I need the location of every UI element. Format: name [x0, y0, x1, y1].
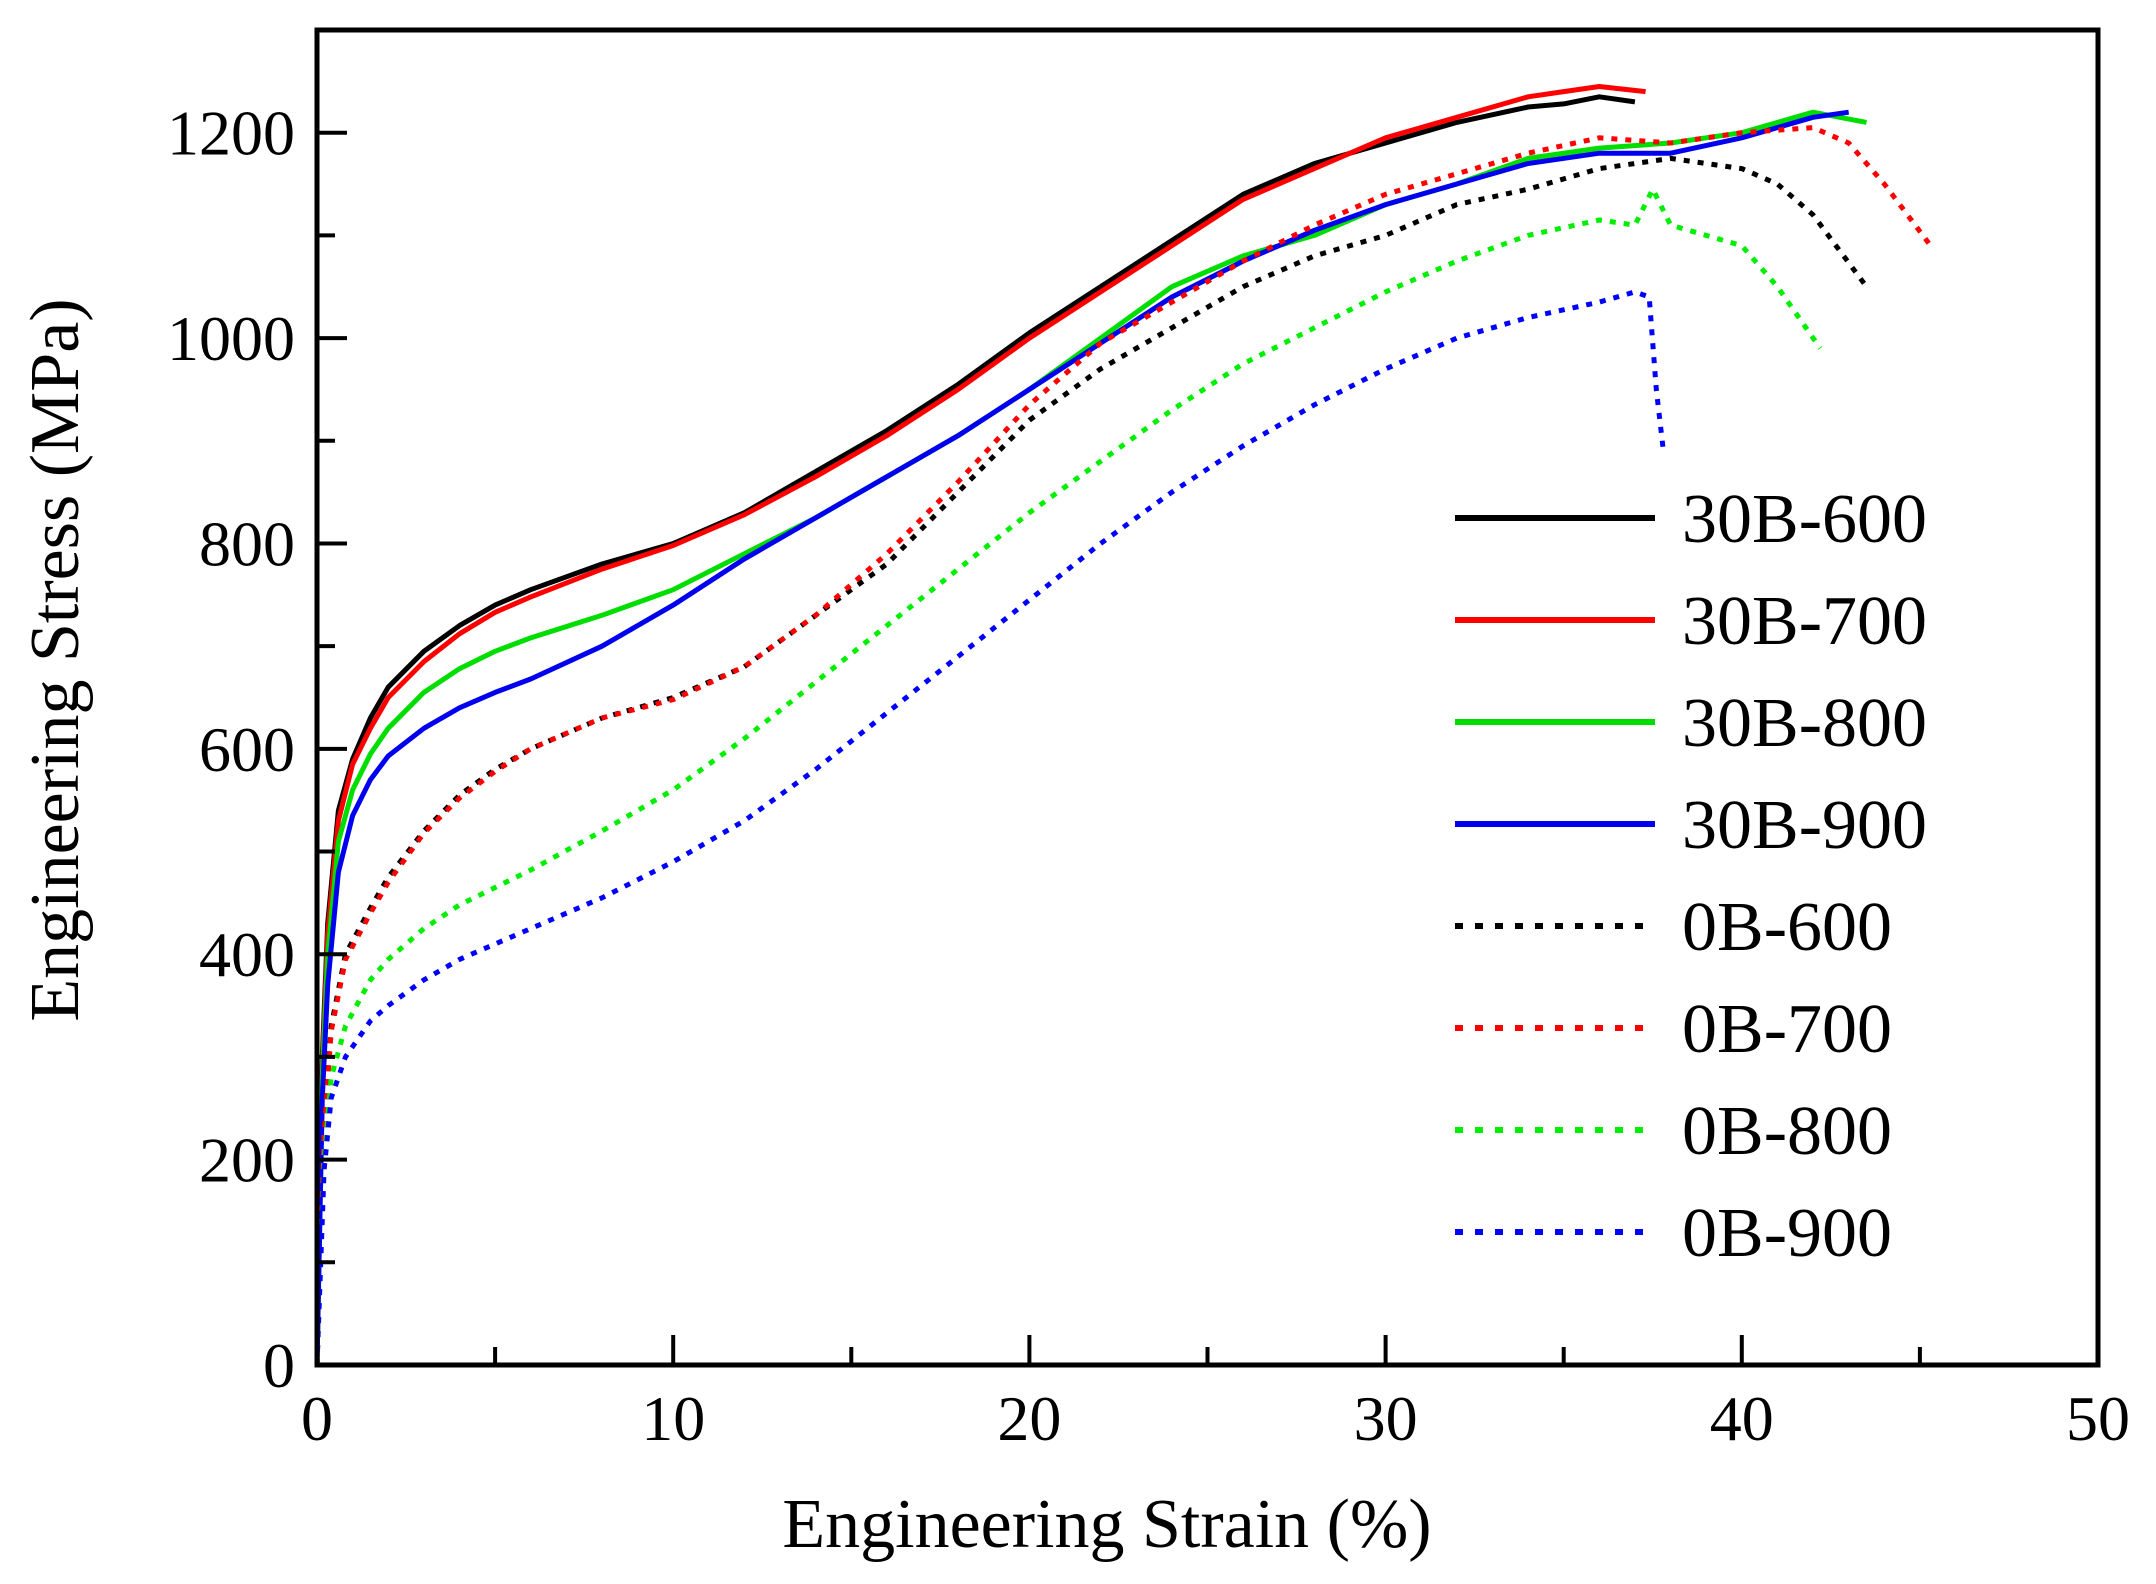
- y-axis-title: Engineering Stress (MPa): [17, 298, 94, 1021]
- legend-label: 0B-900: [1682, 1195, 1892, 1272]
- axis-ticks: [315, 28, 2100, 1367]
- series-line-0B-700: [314, 125, 1933, 1366]
- legend: 30B-600 30B-700 30B-800 30B-900 0B-600 0B-700…: [1455, 481, 1927, 1272]
- legend-label: 30B-700: [1682, 583, 1927, 660]
- y-tick-label: 400: [199, 919, 295, 990]
- y-tick-label: 1200: [167, 98, 295, 169]
- x-tick-label: 50: [2066, 1383, 2130, 1454]
- series-layer: [314, 84, 1933, 1366]
- legend-label: 0B-700: [1682, 991, 1892, 1068]
- series-line-30B-600: [314, 94, 1636, 1366]
- legend-label: 0B-800: [1682, 1093, 1892, 1170]
- y-tick-label: 200: [199, 1125, 295, 1196]
- series-line-30B-700: [314, 84, 1646, 1366]
- y-tick-labels: 0 200 400 600 800 1000 1200: [167, 98, 295, 1401]
- y-tick-label: 1000: [167, 303, 295, 374]
- series-line-0B-900: [314, 289, 1666, 1366]
- x-tick-label: 20: [997, 1383, 1061, 1454]
- x-axis-title: Engineering Strain (%): [782, 1486, 1431, 1563]
- legend-label: 30B-800: [1682, 685, 1927, 762]
- x-tick-label: 30: [1354, 1383, 1418, 1454]
- legend-label: 30B-900: [1682, 787, 1927, 864]
- series-line-30B-900: [314, 109, 1850, 1366]
- y-tick-label: 0: [263, 1330, 295, 1401]
- series-line-0B-800: [314, 186, 1823, 1366]
- x-tick-label: 40: [1710, 1383, 1774, 1454]
- legend-label: 30B-600: [1682, 481, 1927, 558]
- series-line-0B-600: [314, 155, 1869, 1366]
- legend-label: 0B-600: [1682, 889, 1892, 966]
- y-tick-label: 600: [199, 714, 295, 785]
- x-tick-label: 0: [301, 1383, 333, 1454]
- x-tick-labels: 0 10 20 30 40 50: [301, 1383, 2130, 1454]
- y-tick-label: 800: [199, 508, 295, 579]
- x-tick-label: 10: [641, 1383, 705, 1454]
